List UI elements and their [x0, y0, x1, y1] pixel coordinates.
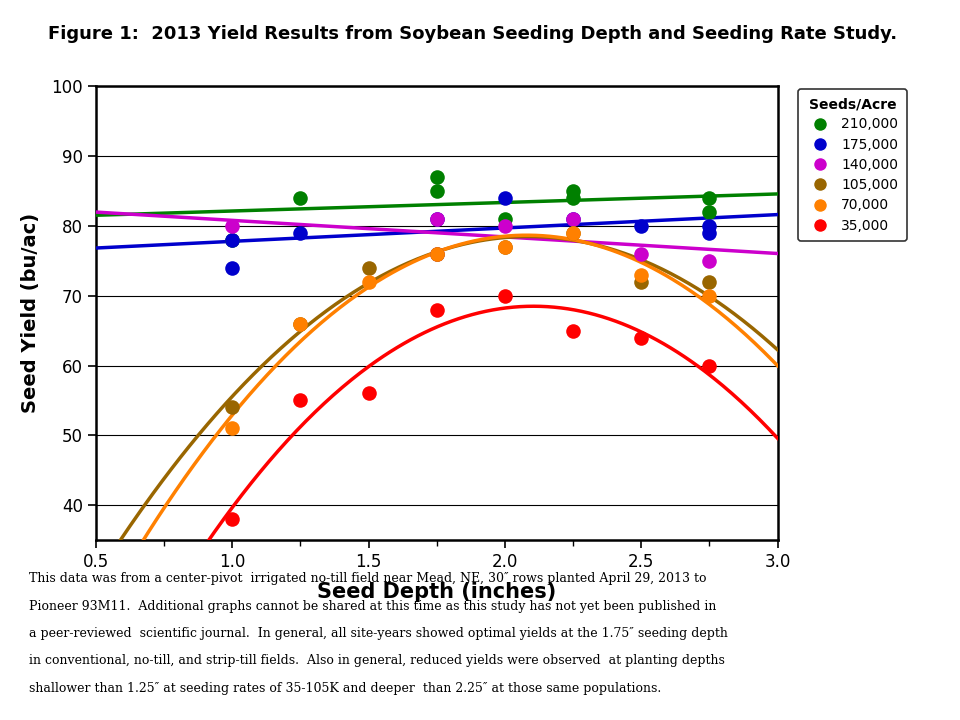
Point: [565, 213, 581, 225]
Point: [702, 228, 717, 239]
Point: [225, 513, 240, 525]
Point: [225, 262, 240, 274]
Point: [429, 304, 444, 315]
Point: [361, 387, 376, 399]
Point: [429, 248, 444, 260]
Text: This data was from a center-pivot  irrigated no-till field near Mead, NE, 30″ ro: This data was from a center-pivot irriga…: [29, 572, 707, 585]
Point: [702, 255, 717, 266]
Legend: 210,000, 175,000, 140,000, 105,000, 70,000, 35,000: 210,000, 175,000, 140,000, 105,000, 70,0…: [798, 89, 906, 241]
Point: [702, 290, 717, 302]
Point: [225, 234, 240, 246]
Point: [702, 192, 717, 204]
Point: [429, 185, 444, 197]
Point: [429, 248, 444, 260]
Point: [293, 228, 308, 239]
Point: [565, 192, 581, 204]
Point: [497, 220, 513, 232]
Point: [225, 423, 240, 434]
Point: [565, 228, 581, 239]
Point: [361, 262, 376, 274]
Point: [634, 276, 649, 287]
Point: [634, 332, 649, 343]
Point: [497, 241, 513, 253]
Point: [497, 241, 513, 253]
Point: [293, 395, 308, 406]
Point: [225, 402, 240, 413]
Point: [634, 269, 649, 281]
Point: [565, 228, 581, 239]
Point: [429, 213, 444, 225]
X-axis label: Seed Depth (inches): Seed Depth (inches): [317, 582, 557, 603]
Point: [225, 220, 240, 232]
Point: [429, 213, 444, 225]
Text: Pioneer 93M11.  Additional graphs cannot be shared at this time as this study ha: Pioneer 93M11. Additional graphs cannot …: [29, 600, 716, 613]
Point: [634, 248, 649, 260]
Point: [293, 192, 308, 204]
Point: [361, 276, 376, 287]
Y-axis label: Seed Yield (bu/ac): Seed Yield (bu/ac): [21, 213, 40, 413]
Point: [634, 220, 649, 232]
Text: a peer-reviewed  scientific journal.  In general, all site-years showed optimal : a peer-reviewed scientific journal. In g…: [29, 627, 728, 640]
Text: Figure 1:  2013 Yield Results from Soybean Seeding Depth and Seeding Rate Study.: Figure 1: 2013 Yield Results from Soybea…: [48, 25, 898, 43]
Point: [497, 290, 513, 302]
Point: [429, 171, 444, 183]
Point: [702, 360, 717, 372]
Point: [702, 206, 717, 217]
Point: [565, 185, 581, 197]
Point: [293, 318, 308, 330]
Point: [497, 213, 513, 225]
Point: [565, 325, 581, 336]
Point: [497, 192, 513, 204]
Point: [429, 248, 444, 260]
Point: [702, 276, 717, 287]
Text: shallower than 1.25″ at seeding rates of 35-105K and deeper  than 2.25″ at those: shallower than 1.25″ at seeding rates of…: [29, 682, 661, 695]
Point: [702, 220, 717, 232]
Point: [225, 234, 240, 246]
Point: [293, 318, 308, 330]
Point: [565, 213, 581, 225]
Text: in conventional, no-till, and strip-till fields.  Also in general, reduced yield: in conventional, no-till, and strip-till…: [29, 654, 725, 667]
